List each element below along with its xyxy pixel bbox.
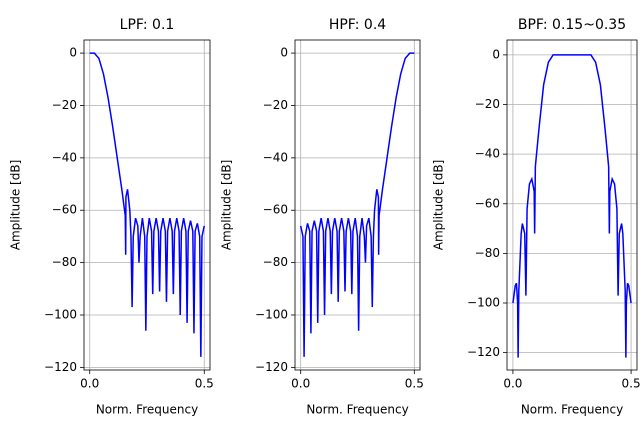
chart-title: HPF: 0.4 — [329, 17, 386, 33]
x-axis-label: Norm. Frequency — [521, 403, 623, 417]
y-tick-label: −100 — [467, 296, 500, 310]
y-tick-label: −20 — [263, 98, 288, 112]
plot-frame — [294, 39, 421, 371]
y-tick-label: −120 — [467, 345, 500, 359]
y-tick-label: −20 — [475, 97, 500, 111]
x-axis-label: Norm. Frequency — [96, 403, 198, 417]
x-tick-label: 0.5 — [195, 377, 214, 391]
plot-frame — [83, 39, 211, 371]
chart-title: LPF: 0.1 — [120, 17, 175, 33]
y-axis-label: Amplitude [dB] — [220, 160, 234, 251]
y-tick-label: 0 — [280, 46, 288, 60]
line-series — [512, 54, 632, 358]
x-axis-label: Norm. Frequency — [306, 403, 408, 417]
y-axis-label: Amplitude [dB] — [432, 160, 446, 251]
chart-title: BPF: 0.15~0.35 — [518, 17, 626, 33]
x-tick-label: 0.0 — [503, 377, 522, 391]
x-tick-label: 0.0 — [80, 377, 99, 391]
y-tick-label: −60 — [263, 203, 288, 217]
x-tick-label: 0.5 — [405, 377, 424, 391]
y-tick-label: −120 — [255, 360, 288, 374]
line-series — [89, 52, 206, 357]
x-tick-label: 0.0 — [291, 377, 310, 391]
plot-frame — [506, 39, 638, 371]
y-tick-label: −80 — [52, 255, 77, 269]
y-tick-label: −40 — [263, 150, 288, 164]
y-tick-label: −80 — [475, 246, 500, 260]
y-tick-label: −60 — [52, 203, 77, 217]
x-tick-label: 0.5 — [622, 377, 641, 391]
y-tick-label: 0 — [69, 46, 77, 60]
y-tick-label: −120 — [44, 360, 77, 374]
y-tick-label: −20 — [52, 98, 77, 112]
y-tick-label: −40 — [52, 150, 77, 164]
y-tick-label: −40 — [475, 147, 500, 161]
y-tick-label: 0 — [492, 47, 500, 61]
y-tick-label: −60 — [475, 196, 500, 210]
line-series — [299, 52, 415, 357]
y-tick-label: −80 — [263, 255, 288, 269]
y-axis-label: Amplitude [dB] — [9, 160, 23, 251]
y-tick-label: −100 — [255, 308, 288, 322]
y-tick-label: −100 — [44, 308, 77, 322]
